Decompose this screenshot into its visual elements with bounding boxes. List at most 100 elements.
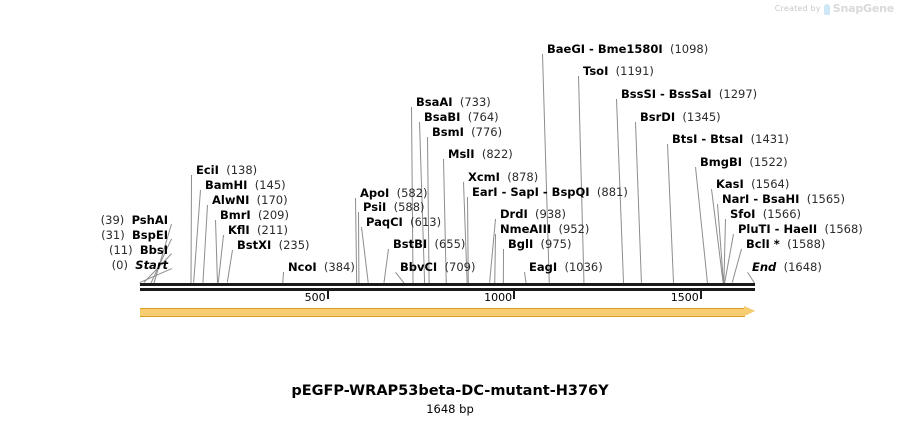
site-label[interactable]: BssSI - BssSaI (1297) — [621, 88, 757, 100]
site-name: EciI — [196, 163, 219, 177]
ruler-tick-label: 1000 — [484, 291, 513, 304]
site-name: BspEI — [132, 228, 168, 242]
site-label[interactable]: KasI (1564) — [716, 178, 789, 190]
site-position: (39) — [100, 213, 132, 227]
leader-line — [524, 272, 527, 284]
site-label[interactable]: ApoI (582) — [360, 187, 428, 199]
ruler-tick — [326, 291, 329, 299]
orf-arrow[interactable] — [140, 306, 755, 317]
site-position: (1098) — [662, 42, 709, 56]
site-label[interactable]: PsiI (588) — [363, 201, 425, 213]
site-name: BsaBI — [424, 110, 461, 124]
site-label[interactable]: (0) Start — [112, 259, 168, 271]
site-name: KflI — [228, 223, 250, 237]
site-label[interactable]: BglI (975) — [508, 238, 571, 250]
site-name: PluTI - HaeII — [738, 222, 818, 236]
site-name: PaqCI — [366, 215, 403, 229]
site-name: BssSI - BssSaI — [621, 87, 712, 101]
site-label[interactable]: MslI (822) — [448, 148, 513, 160]
site-label[interactable]: (11) BbsI — [109, 244, 168, 256]
site-label[interactable]: XcmI (878) — [468, 171, 538, 183]
site-label[interactable]: TsoI (1191) — [583, 65, 654, 77]
leader-line — [635, 122, 642, 284]
site-label[interactable]: BstBI (655) — [393, 238, 465, 250]
site-position: (1297) — [711, 87, 758, 101]
site-position: (776) — [463, 125, 503, 139]
site-label[interactable]: EciI (138) — [196, 164, 257, 176]
site-position: (952) — [551, 222, 590, 236]
site-position: (709) — [437, 260, 476, 274]
site-name: XcmI — [468, 170, 500, 184]
site-name: BglI — [508, 237, 534, 251]
site-label[interactable]: NmeAIII (952) — [500, 223, 589, 235]
leader-line — [494, 233, 496, 283]
site-label[interactable]: BbvCI (709) — [400, 261, 475, 273]
site-position: (1565) — [799, 192, 845, 206]
site-position: (138) — [218, 163, 258, 177]
site-name: BaeGI - Bme1580I — [547, 42, 663, 56]
leader-line — [578, 76, 585, 284]
site-position: (1648) — [776, 260, 822, 274]
site-name: PsiI — [363, 200, 387, 214]
site-name: BclI * — [746, 237, 780, 251]
site-label[interactable]: BaeGI - Bme1580I (1098) — [547, 43, 708, 55]
site-label[interactable]: (31) BspEI — [101, 229, 168, 241]
site-position: (1345) — [675, 110, 721, 124]
leader-line — [215, 220, 218, 284]
site-label[interactable]: BsaBI (764) — [424, 111, 499, 123]
site-name: BstXI — [237, 238, 272, 252]
site-label[interactable]: End (1648) — [752, 261, 822, 273]
site-label[interactable]: EagI (1036) — [529, 261, 603, 273]
site-label[interactable]: NarI - BsaHI (1565) — [722, 193, 845, 205]
site-name: NcoI — [288, 260, 317, 274]
site-label[interactable]: NcoI (384) — [288, 261, 355, 273]
orf-arrow-body — [140, 308, 745, 317]
site-name: DrdI — [500, 207, 528, 221]
site-label[interactable]: BmrI (209) — [220, 209, 289, 221]
site-label[interactable]: BmgBI (1522) — [700, 156, 788, 168]
leader-line — [361, 227, 369, 284]
site-position: (1036) — [557, 260, 603, 274]
site-position: (881) — [589, 185, 628, 199]
site-position: (209) — [250, 208, 289, 222]
site-position: (1522) — [742, 155, 788, 169]
site-position: (211) — [249, 223, 288, 237]
site-label[interactable]: SfoI (1566) — [730, 208, 801, 220]
site-label[interactable]: BsrDI (1345) — [640, 111, 721, 123]
site-label[interactable]: BstXI (235) — [237, 239, 310, 251]
site-position: (1191) — [608, 64, 654, 78]
site-label[interactable]: AlwNI (170) — [212, 194, 288, 206]
site-label[interactable]: BsaAI (733) — [416, 96, 491, 108]
site-label[interactable]: BclI * (1588) — [746, 238, 825, 250]
site-position: (235) — [271, 238, 310, 252]
site-label[interactable]: DrdI (938) — [500, 208, 566, 220]
leader-line — [202, 204, 208, 283]
site-position: (613) — [402, 215, 442, 229]
site-label[interactable]: PaqCI (613) — [366, 216, 441, 228]
ruler-tick-label: 500 — [304, 291, 326, 304]
site-label[interactable]: PluTI - HaeII (1568) — [738, 223, 863, 235]
leader-line — [226, 249, 233, 283]
site-name: Start — [135, 258, 168, 272]
site-position: (938) — [527, 207, 566, 221]
site-position: (764) — [460, 110, 499, 124]
leader-line — [358, 212, 360, 284]
site-label[interactable]: KflI (211) — [228, 224, 288, 236]
site-position: (170) — [249, 193, 288, 207]
site-label[interactable]: BamHI (145) — [205, 179, 286, 191]
site-position: (655) — [427, 237, 466, 251]
site-label[interactable]: BtsI - BtsaI (1431) — [672, 133, 789, 145]
site-label[interactable]: BsmI (776) — [432, 126, 502, 138]
site-position: (822) — [474, 147, 513, 161]
site-label[interactable]: (39) PshAI — [101, 214, 168, 226]
sequence-backbone-top — [140, 283, 755, 286]
site-label[interactable]: EarI - SapI - BspQI (881) — [472, 186, 628, 198]
snapgene-brand: SnapGene — [832, 2, 894, 15]
ruler-tick — [699, 291, 702, 299]
site-name: BsrDI — [640, 110, 676, 124]
site-name: NmeAIII — [500, 222, 552, 236]
leader-line — [731, 248, 742, 283]
leader-line — [217, 234, 224, 283]
site-position: (1431) — [743, 132, 789, 146]
site-name: BsmI — [432, 125, 464, 139]
